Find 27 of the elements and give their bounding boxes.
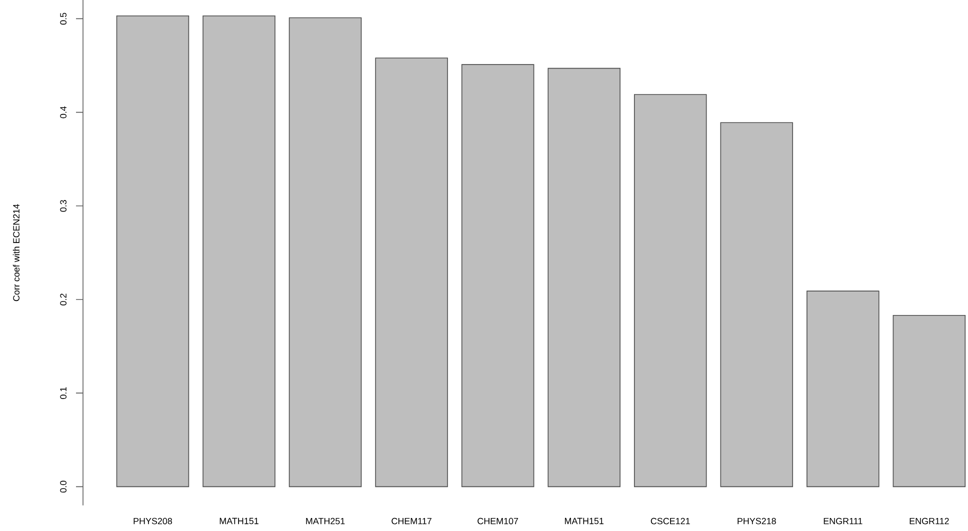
bar bbox=[461, 64, 534, 488]
bar bbox=[720, 122, 794, 488]
x-tick-label: MATH151 bbox=[220, 518, 258, 524]
y-tick-label: 0.0 bbox=[60, 480, 66, 493]
x-tick-label: CSCE121 bbox=[650, 518, 690, 524]
y-tick-label: 0.5 bbox=[60, 12, 66, 25]
y-tick-label: 0.1 bbox=[60, 387, 66, 399]
x-tick-label: PHYS218 bbox=[738, 518, 776, 524]
x-tick-label: CHEM107 bbox=[478, 518, 518, 524]
x-tick-label: ENGR111 bbox=[824, 518, 862, 524]
x-tick-label: MATH151 bbox=[564, 518, 604, 524]
bar bbox=[548, 68, 620, 488]
bar bbox=[116, 16, 190, 488]
y-axis-title: Corr coef with ECEN214 bbox=[12, 204, 20, 302]
y-tick-label: 0.4 bbox=[60, 106, 66, 118]
y-tick-label: 0.3 bbox=[60, 200, 66, 212]
y-tick-label: 0.2 bbox=[60, 294, 66, 306]
bar bbox=[634, 94, 707, 488]
x-tick-label: CHEM117 bbox=[392, 518, 432, 524]
bar bbox=[202, 16, 276, 488]
bar bbox=[375, 58, 448, 488]
x-tick-label: PHYS208 bbox=[134, 518, 172, 524]
x-tick-label: ENGR112 bbox=[910, 518, 949, 524]
bar bbox=[892, 314, 966, 488]
x-tick-label: MATH251 bbox=[306, 518, 345, 524]
bar bbox=[806, 290, 880, 488]
bar bbox=[288, 17, 362, 488]
